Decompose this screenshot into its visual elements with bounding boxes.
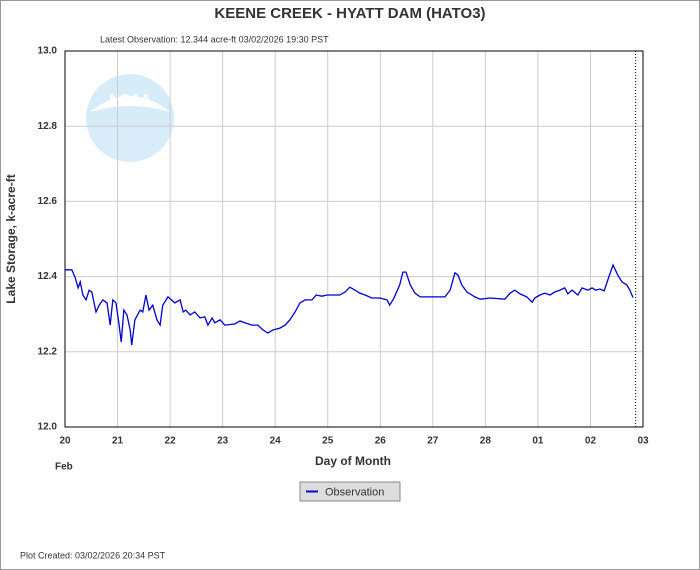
x-tick-label: 01 [532, 436, 544, 447]
y-tick-label: 12.6 [38, 196, 58, 207]
legend-box [299, 481, 401, 502]
x-tick-label: 21 [112, 436, 124, 447]
plot-border [64, 50, 644, 428]
y-tick-label: 12.4 [38, 271, 58, 282]
logo-text: NOAA [109, 91, 150, 107]
x-tick-label: 28 [480, 436, 492, 447]
chart-title: KEENE CREEK - HYATT DAM (HATO3) [214, 5, 485, 22]
plot-area [65, 51, 643, 427]
x-tick-label: 02 [585, 436, 597, 447]
noaa-logo: NOAA [86, 74, 174, 162]
x-tick-label: 20 [59, 436, 71, 447]
legend-label: Observation [325, 486, 384, 498]
subtitle: Latest Observation: 12.344 acre-ft 03/02… [100, 34, 329, 44]
x-tick-label: 26 [375, 436, 387, 447]
y-tick-label: 12.0 [38, 422, 58, 433]
x-tick-label: 22 [165, 436, 177, 447]
data-line [65, 263, 634, 346]
month-label: Feb [55, 462, 73, 473]
x-tick-label: 03 [637, 436, 649, 447]
x-tick-label: 27 [427, 436, 439, 447]
x-axis-label: Day of Month [315, 454, 391, 468]
x-tick-label: 23 [217, 436, 229, 447]
y-tick-label: 12.8 [38, 121, 58, 132]
y-axis-label: Lake Storage, k-acre-ft [4, 174, 18, 303]
logo-circle [86, 74, 174, 162]
x-tick-label: 24 [270, 436, 282, 447]
logo-wave [90, 96, 170, 112]
legend: Observation [299, 481, 401, 502]
y-tick-label: 13.0 [38, 46, 58, 57]
footer: Plot Created: 03/02/2026 20:34 PST [20, 550, 166, 560]
x-tick-label: 25 [322, 436, 334, 447]
y-tick-label: 12.2 [38, 346, 58, 357]
